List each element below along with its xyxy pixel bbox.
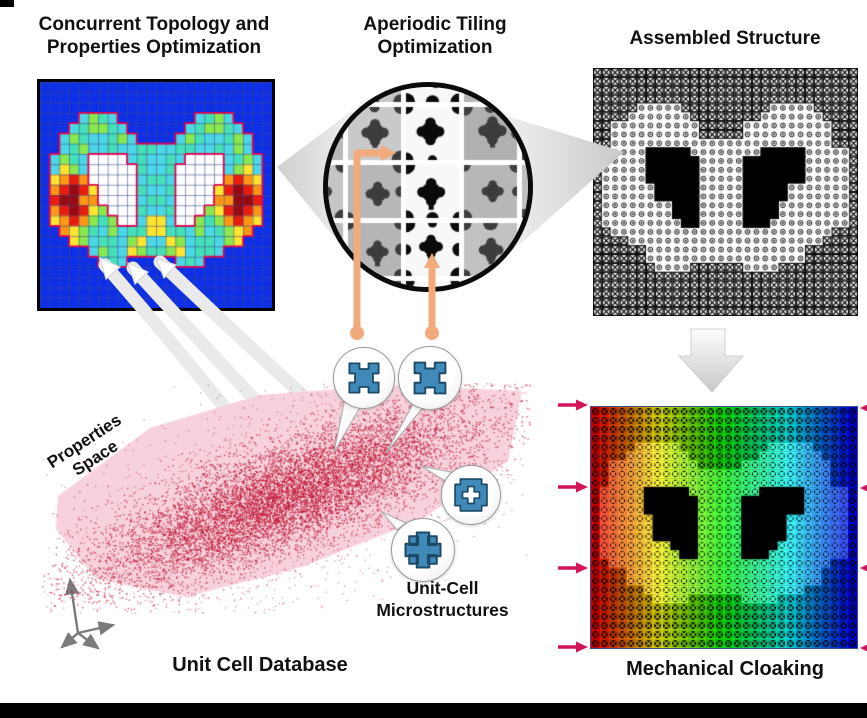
topology-heatmap-image: [37, 79, 275, 311]
tiling-lens: [323, 82, 533, 292]
assembled-structure-image: [593, 68, 858, 316]
unit-cell-microstructures-label: Unit-Cell Microstructures: [376, 578, 509, 621]
compression-arrows-left: [558, 399, 588, 653]
compression-arrows-right: [860, 404, 867, 652]
unit-cell-callout-1: [333, 347, 395, 409]
unit-cell-shape-x-icon: [348, 362, 380, 394]
unit-cell-callout-3: [441, 465, 501, 525]
title-tiling: Aperiodic Tiling Optimization: [363, 14, 507, 59]
unit-cell-shape-plus-icon: [454, 478, 488, 512]
caption-unit-cell-database: Unit Cell Database: [172, 654, 348, 676]
unit-cell-shape-x2-icon: [413, 361, 447, 395]
down-arrow-icon: [677, 328, 745, 393]
tiling-lens-canvas: [328, 87, 528, 287]
title-assembled: Assembled Structure: [629, 28, 821, 49]
unit-cell-callout-2: [398, 346, 462, 410]
unit-cell-callout-4: [391, 518, 455, 582]
caption-mechanical-cloaking: Mechanical Cloaking: [626, 658, 824, 680]
corner-crop-mark: [0, 0, 14, 7]
bottom-black-bar: [0, 703, 867, 718]
unit-cell-shape-gear-icon: [404, 531, 442, 569]
mechanical-cloaking-image: [590, 406, 858, 649]
title-topology: Concurrent Topology and Properties Optim…: [38, 14, 270, 59]
